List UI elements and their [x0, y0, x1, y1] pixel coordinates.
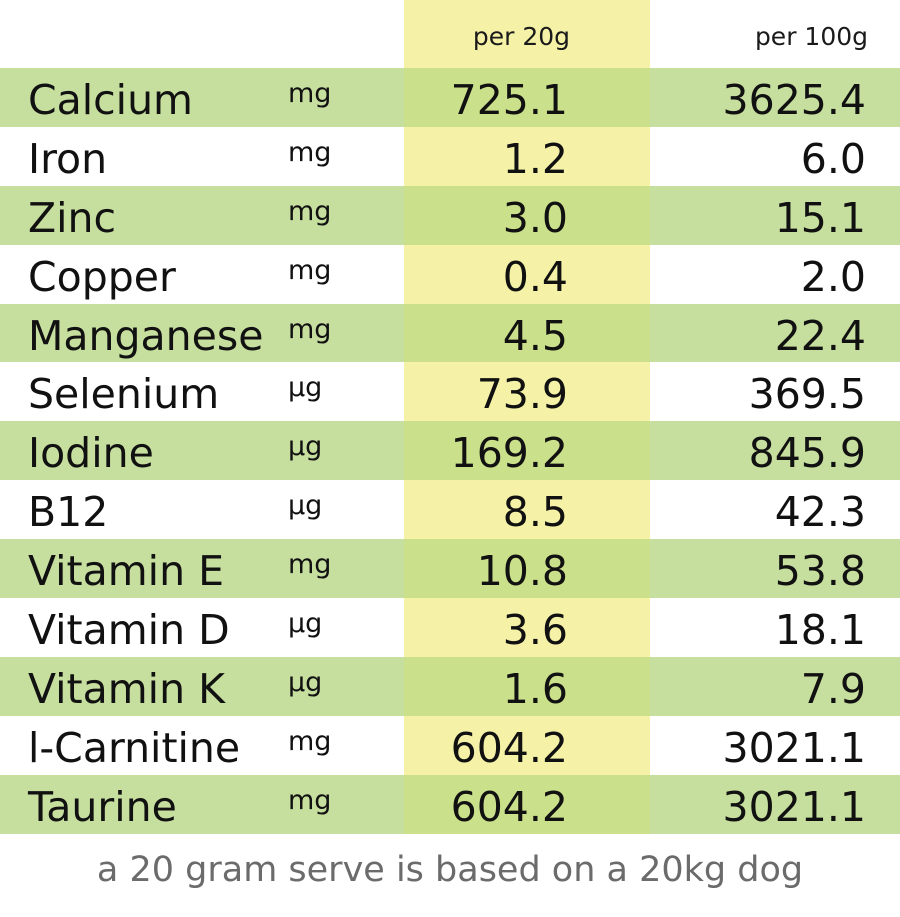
nutrient-name: Calcium	[28, 76, 194, 124]
per-20g-cell-highlight	[404, 539, 650, 599]
value-per-100g: 2.0	[800, 252, 866, 301]
table-row: Vitamin K µg 1.6 7.9	[0, 656, 900, 716]
table-row: Taurine mg 604.2 3021.1	[0, 774, 900, 834]
per-20g-cell-highlight	[404, 68, 650, 127]
table-row: B12 µg 8.5 42.3	[0, 480, 900, 539]
nutrient-unit: µg	[288, 608, 323, 640]
nutrient-name: Vitamin E	[28, 547, 224, 596]
value-per-20g: 169.2	[450, 429, 568, 478]
value-per-20g: 1.6	[502, 664, 568, 713]
value-per-100g: 3021.1	[722, 782, 866, 831]
value-per-100g: 22.4	[774, 311, 866, 360]
value-per-100g: 3021.1	[722, 723, 866, 772]
nutrient-name: Taurine	[28, 782, 177, 831]
table-row: Vitamin E mg 10.8 53.8	[0, 539, 900, 599]
nutrient-unit: µg	[288, 431, 323, 463]
value-per-20g: 3.6	[502, 606, 568, 655]
table-row: Calcium mg 725.1 3625.4	[0, 68, 900, 127]
nutrient-unit: mg	[288, 254, 332, 286]
nutrient-name: Iron	[28, 134, 108, 183]
table-row: Selenium µg 73.9 369.5	[0, 362, 900, 421]
value-per-20g: 604.2	[450, 782, 568, 831]
nutrient-unit: mg	[288, 136, 332, 168]
nutrient-table: Calcium mg 725.1 3625.4 Iron mg 1.2 6.0 …	[0, 68, 900, 834]
per-20g-cell-highlight	[404, 303, 650, 363]
value-per-20g: 0.4	[502, 252, 568, 301]
nutrient-name: Iodine	[28, 429, 154, 478]
table-row: Manganese mg 4.5 22.4	[0, 303, 900, 363]
value-per-100g: 845.9	[748, 429, 866, 478]
per-20g-cell-highlight	[404, 185, 650, 245]
serving-footnote: a 20 gram serve is based on a 20kg dog	[96, 850, 804, 890]
value-per-100g: 7.9	[800, 664, 866, 713]
table-header: per 20g per 100g	[0, 0, 900, 68]
nutrient-name: B12	[28, 488, 109, 537]
value-per-20g: 8.5	[502, 488, 568, 537]
nutrient-name: Selenium	[28, 370, 220, 419]
value-per-100g: 3625.4	[722, 76, 866, 124]
table-row: l-Carnitine mg 604.2 3021.1	[0, 716, 900, 775]
value-per-20g: 604.2	[450, 723, 568, 772]
nutrient-unit: mg	[288, 784, 332, 816]
header-per-20g: per 20g	[472, 22, 570, 51]
value-per-20g: 3.0	[502, 193, 568, 242]
nutrient-unit: µg	[288, 490, 323, 522]
per-20g-cell-highlight	[404, 656, 650, 716]
value-per-100g: 15.1	[774, 193, 866, 242]
table-row: Iodine µg 169.2 845.9	[0, 421, 900, 481]
nutrient-name: Vitamin K	[28, 664, 225, 713]
value-per-20g: 725.1	[450, 76, 568, 124]
value-per-100g: 42.3	[774, 488, 866, 537]
value-per-20g: 10.8	[476, 547, 568, 596]
value-per-20g: 4.5	[502, 311, 568, 360]
value-per-20g: 1.2	[502, 134, 568, 183]
per-20g-cell-highlight	[404, 774, 650, 834]
nutrient-unit: µg	[288, 666, 323, 698]
value-per-100g: 6.0	[800, 134, 866, 183]
table-row: Vitamin D µg 3.6 18.1	[0, 598, 900, 657]
header-per-100g: per 100g	[754, 22, 868, 51]
nutrient-name: Manganese	[28, 311, 264, 360]
value-per-100g: 53.8	[774, 547, 866, 596]
nutrient-unit: mg	[288, 549, 332, 581]
nutrient-name: l-Carnitine	[28, 723, 241, 772]
table-row: Zinc mg 3.0 15.1	[0, 185, 900, 245]
nutrient-unit: mg	[288, 78, 332, 109]
nutrient-unit: mg	[288, 725, 332, 757]
table-row: Iron mg 1.2 6.0	[0, 127, 900, 186]
value-per-20g: 73.9	[476, 370, 568, 419]
nutrient-unit: µg	[288, 372, 323, 404]
table-row: Copper mg 0.4 2.0	[0, 245, 900, 304]
value-per-100g: 369.5	[748, 370, 866, 419]
value-per-100g: 18.1	[774, 606, 866, 655]
nutrient-unit: mg	[288, 313, 332, 345]
nutrient-name: Zinc	[28, 193, 117, 242]
nutrient-unit: mg	[288, 195, 332, 227]
nutrient-name: Vitamin D	[28, 606, 230, 655]
per-20g-cell-highlight	[404, 421, 650, 481]
nutrient-name: Copper	[28, 252, 176, 301]
